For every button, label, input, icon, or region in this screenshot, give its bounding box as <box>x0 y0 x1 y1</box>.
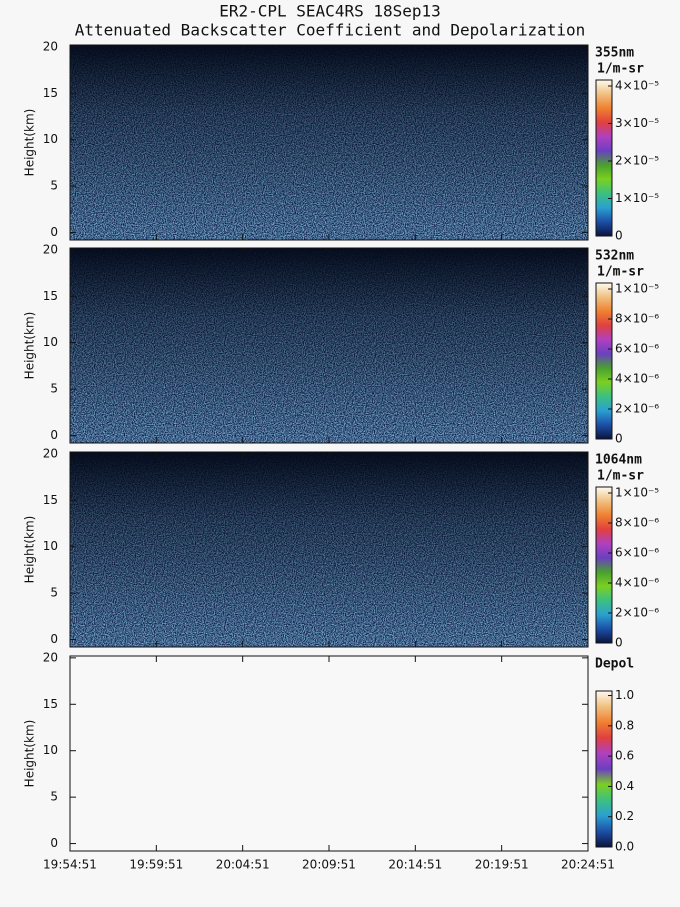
plot-fade <box>70 45 588 240</box>
x-tick-label: 20:09:51 <box>302 858 356 872</box>
colorbar-tick-label: 2×10⁻⁵ <box>615 154 659 168</box>
colorbar-tick-label: 1.0 <box>615 688 634 702</box>
plot-fade <box>70 452 588 647</box>
colorbar-tick-label: 6×10⁻⁶ <box>615 342 659 356</box>
colorbar-tick-label: 0 <box>615 636 623 650</box>
colorbar-units: 1/m-sr <box>597 62 644 77</box>
y-tick-label: 20 <box>43 39 58 53</box>
colorbar-tick-label: 8×10⁻⁶ <box>615 516 659 530</box>
colorbar-tick-label: 8×10⁻⁶ <box>615 312 659 326</box>
y-tick-label: 15 <box>43 289 58 303</box>
y-tick-label: 20 <box>43 446 58 460</box>
colorbar-tick-label: 0.8 <box>615 718 634 732</box>
colorbar-tick-label: 0.4 <box>615 779 634 793</box>
x-tick-label: 19:59:51 <box>129 858 183 872</box>
chart-title: ER2-CPL SEAC4RS 18Sep13 <box>219 2 441 21</box>
colorbar-tick-label: 2×10⁻⁶ <box>615 606 659 620</box>
x-tick-label: 20:24:51 <box>561 858 615 872</box>
colorbar-tick-label: 3×10⁻⁵ <box>615 116 659 130</box>
y-axis-label: Height(km) <box>23 516 37 584</box>
x-tick-label: 20:04:51 <box>216 858 270 872</box>
colorbar-tick-label: 1×10⁻⁵ <box>615 191 659 205</box>
plot-fade <box>70 248 588 443</box>
y-axis-label: Height(km) <box>23 312 37 380</box>
colorbar <box>595 282 613 440</box>
y-tick-label: 0 <box>50 836 58 850</box>
y-tick-label: 0 <box>50 632 58 646</box>
colorbar-tick-label: 0.6 <box>615 749 634 763</box>
y-axis-label: Height(km) <box>23 109 37 177</box>
colorbar-tick-label: 4×10⁻⁶ <box>615 576 659 590</box>
colorbar-tick-label: 1×10⁻⁵ <box>615 486 659 500</box>
y-tick-label: 10 <box>43 539 58 553</box>
colorbar-title: 1064nm <box>595 453 642 468</box>
y-tick-label: 10 <box>43 743 58 757</box>
chart-subtitle: Attenuated Backscatter Coefficient and D… <box>75 21 586 40</box>
y-tick-label: 5 <box>50 790 58 804</box>
y-tick-label: 0 <box>50 428 58 442</box>
colorbar <box>595 79 613 237</box>
y-tick-label: 15 <box>43 493 58 507</box>
colorbar-tick-label: 0 <box>615 229 623 243</box>
colorbar-tick-label: 4×10⁻⁶ <box>615 372 659 386</box>
colorbar-units: 1/m-sr <box>597 265 644 280</box>
x-tick-label: 19:54:51 <box>43 858 97 872</box>
y-tick-label: 5 <box>50 586 58 600</box>
colorbar-title: 532nm <box>595 249 634 264</box>
colorbar-units: 1/m-sr <box>597 469 644 484</box>
y-tick-label: 0 <box>50 225 58 239</box>
colorbar-tick-label: 4×10⁻⁵ <box>615 79 659 93</box>
colorbar <box>595 690 613 848</box>
colorbar-tick-label: 0.0 <box>615 840 634 854</box>
colorbar-tick-label: 2×10⁻⁶ <box>615 402 659 416</box>
colorbar-tick-label: 1×10⁻⁵ <box>615 282 659 296</box>
colorbar-title: Depol <box>595 657 634 672</box>
colorbar <box>595 486 613 644</box>
plot-background <box>70 656 588 851</box>
y-tick-label: 20 <box>43 242 58 256</box>
colorbar-tick-label: 6×10⁻⁶ <box>615 546 659 560</box>
colorbar-title: 355nm <box>595 46 634 61</box>
y-axis-label: Height(km) <box>23 720 37 788</box>
y-tick-label: 5 <box>50 179 58 193</box>
y-tick-label: 10 <box>43 132 58 146</box>
colorbar-tick-label: 0.2 <box>615 809 634 823</box>
y-tick-label: 15 <box>43 697 58 711</box>
y-tick-label: 15 <box>43 86 58 100</box>
x-tick-label: 20:14:51 <box>388 858 442 872</box>
y-tick-label: 20 <box>43 650 58 664</box>
colorbar-tick-label: 0 <box>615 432 623 446</box>
y-tick-label: 10 <box>43 335 58 349</box>
y-tick-label: 5 <box>50 382 58 396</box>
x-tick-label: 20:19:51 <box>475 858 529 872</box>
